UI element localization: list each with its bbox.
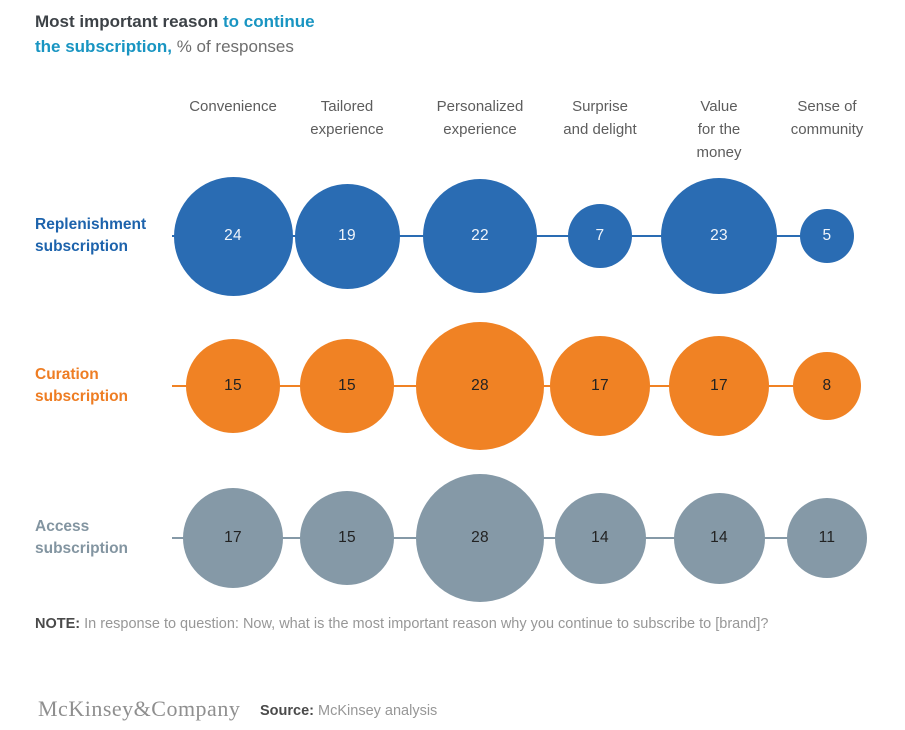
column-header: Tailored experience <box>310 98 384 138</box>
source-line: Source: McKinsey analysis <box>260 703 437 719</box>
bubble: 15 <box>186 339 280 433</box>
bubble: 28 <box>416 322 544 450</box>
column-header: Sense of community <box>790 98 864 138</box>
bubble-value: 28 <box>471 377 489 394</box>
title-prefix: Most important reason <box>35 12 223 31</box>
bubble: 11 <box>787 498 867 578</box>
title-suffix: % of responses <box>171 37 294 56</box>
column-header: Surprise and delight <box>563 98 637 138</box>
source-label: Source: <box>260 703 314 719</box>
bubble-value: 19 <box>338 227 356 244</box>
column-header: Value for the money <box>696 98 742 161</box>
bubble: 19 <box>294 183 400 289</box>
bubble: 28 <box>416 474 544 602</box>
bubble-value: 22 <box>471 227 489 244</box>
column-header: Convenience <box>189 98 277 115</box>
bubble: 5 <box>800 209 854 263</box>
mckinsey-logo: McKinsey&Company <box>38 696 241 721</box>
row-label: Curation subscription <box>35 366 129 405</box>
bubble: 15 <box>300 491 394 585</box>
bubble: 17 <box>550 336 650 436</box>
bubble-value: 17 <box>591 377 609 394</box>
bubble-value: 11 <box>818 529 836 546</box>
bubble: 17 <box>183 488 283 588</box>
note: NOTE: In response to question: Now, what… <box>35 614 833 635</box>
bubble: 22 <box>423 179 537 293</box>
bubble-value: 7 <box>595 227 605 244</box>
bubble: 15 <box>300 339 394 433</box>
bubble-value: 17 <box>710 377 728 394</box>
bubble-value: 14 <box>591 529 609 546</box>
bubble: 17 <box>669 336 769 436</box>
note-text: In response to question: Now, what is th… <box>84 616 769 632</box>
bubble-value: 24 <box>224 227 242 244</box>
bubble-value: 14 <box>710 529 728 546</box>
bubble-value: 15 <box>338 529 356 546</box>
bubble: 8 <box>793 352 861 420</box>
note-label: NOTE: <box>35 616 81 632</box>
bubble-value: 17 <box>224 529 242 546</box>
bubble: 7 <box>568 204 632 268</box>
bubble-value: 15 <box>338 377 356 394</box>
row-label: Replenishment subscription <box>35 216 147 255</box>
bubble-value: 5 <box>822 227 832 244</box>
bubble: 23 <box>661 178 777 294</box>
bubble: 24 <box>173 176 293 296</box>
bubble: 14 <box>554 492 646 584</box>
column-header: Personalized experience <box>436 98 524 138</box>
bubble-value: 15 <box>224 377 242 394</box>
row-label: Access subscription <box>35 518 129 557</box>
source-text: McKinsey analysis <box>318 703 438 719</box>
bubble-value: 23 <box>710 227 728 244</box>
bubble: 14 <box>673 492 765 584</box>
bubble-value: 28 <box>471 529 489 546</box>
chart-title: Most important reason to continue the su… <box>35 9 335 59</box>
title-highlight: to continue the subscription, <box>35 12 315 56</box>
bubble-value: 8 <box>822 377 832 394</box>
